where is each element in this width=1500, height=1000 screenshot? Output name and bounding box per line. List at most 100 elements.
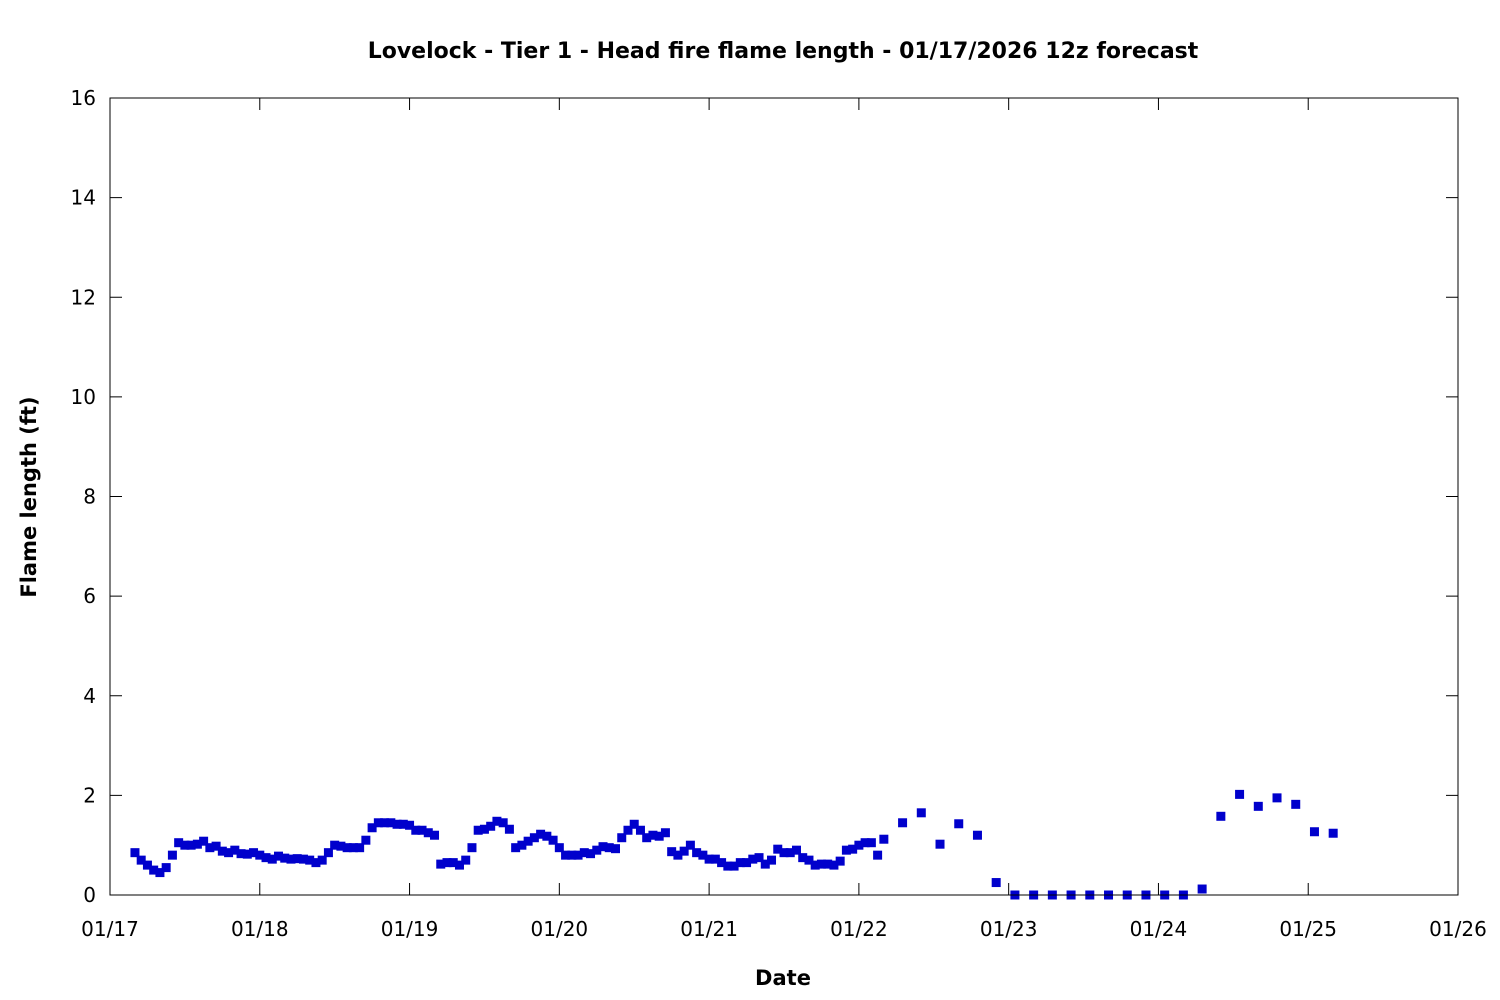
data-point [224,848,234,858]
data-point [230,845,240,855]
data-point [205,843,215,853]
data-point [311,858,321,868]
data-point [130,848,140,858]
data-point [748,854,758,864]
data-point [199,836,209,846]
data-point [660,828,670,838]
data-point [673,850,683,860]
data-point [1328,828,1338,838]
x-tick-label: 01/22 [830,917,888,941]
data-point [473,825,483,835]
data-point [586,849,596,859]
data-point [816,859,826,869]
data-point [717,858,727,868]
data-point [492,816,502,826]
data-point [417,825,427,835]
data-point [685,840,695,850]
data-point [954,819,964,829]
data-point [461,855,471,865]
data-point [935,839,945,849]
data-point [392,819,402,829]
data-point [542,831,552,841]
data-point [810,860,820,870]
y-tick-label: 10 [71,385,96,409]
data-point [292,854,302,864]
data-point [249,848,259,858]
y-tick-label: 14 [71,186,96,210]
data-point [1253,801,1263,811]
data-point [742,858,752,868]
data-point [710,854,720,864]
data-points [130,789,1338,900]
data-point [367,823,377,833]
data-point [667,847,677,857]
data-point [261,853,271,863]
data-point [280,853,290,863]
x-tick-label: 01/17 [81,917,139,941]
data-point [236,849,246,859]
data-point [342,843,352,853]
data-point [536,829,546,839]
data-point [704,854,714,864]
data-point [798,853,808,863]
data-point [841,845,851,855]
data-point [654,831,664,841]
data-point [323,848,333,858]
data-point [679,846,689,856]
data-point [348,843,358,853]
data-point [167,850,177,860]
x-tick-label: 01/26 [1429,917,1487,941]
data-point [898,818,908,828]
y-tick-label: 16 [71,86,96,110]
y-tick-labels: 0 2 4 6 8 10 12 14 16 [71,86,96,907]
data-point [648,830,658,840]
data-point [336,841,346,851]
data-point [623,825,633,835]
data-point [866,838,876,848]
axis-ticks [109,97,1459,896]
data-point [174,838,184,848]
data-point [161,863,171,873]
data-point [479,824,489,834]
y-tick-label: 4 [83,684,96,708]
chart-title: Lovelock - Tier 1 - Head fire flame leng… [368,39,1199,64]
data-point [436,859,446,869]
data-point [317,855,327,865]
data-point [330,840,340,850]
data-point [1272,793,1282,803]
x-axis-label: Date [755,966,811,990]
data-point [835,856,845,866]
data-point [136,855,146,865]
x-tick-label: 01/21 [680,917,738,941]
x-tick-label: 01/24 [1130,917,1188,941]
data-point [773,844,783,854]
data-point [467,843,477,853]
data-point [567,850,577,860]
y-tick-label: 6 [83,584,96,608]
data-point [398,819,408,829]
data-point [255,850,265,860]
data-point [361,835,371,845]
x-tick-label: 01/18 [231,917,289,941]
data-point [561,850,571,860]
y-tick-label: 8 [83,485,96,509]
x-tick-label: 01/20 [531,917,589,941]
data-point [242,849,252,859]
data-point [186,840,196,850]
data-point [529,833,539,843]
data-point [142,860,152,870]
data-point [604,843,614,853]
data-point [611,844,620,854]
data-point [305,855,315,865]
y-tick-label: 0 [83,883,96,907]
data-point [692,848,702,858]
data-point [823,859,833,869]
data-point [1309,827,1319,837]
y-tick-label: 12 [71,285,96,309]
data-point [554,843,564,853]
data-point [517,840,527,850]
data-point [430,830,440,840]
data-point [411,825,421,835]
data-point [879,834,889,844]
